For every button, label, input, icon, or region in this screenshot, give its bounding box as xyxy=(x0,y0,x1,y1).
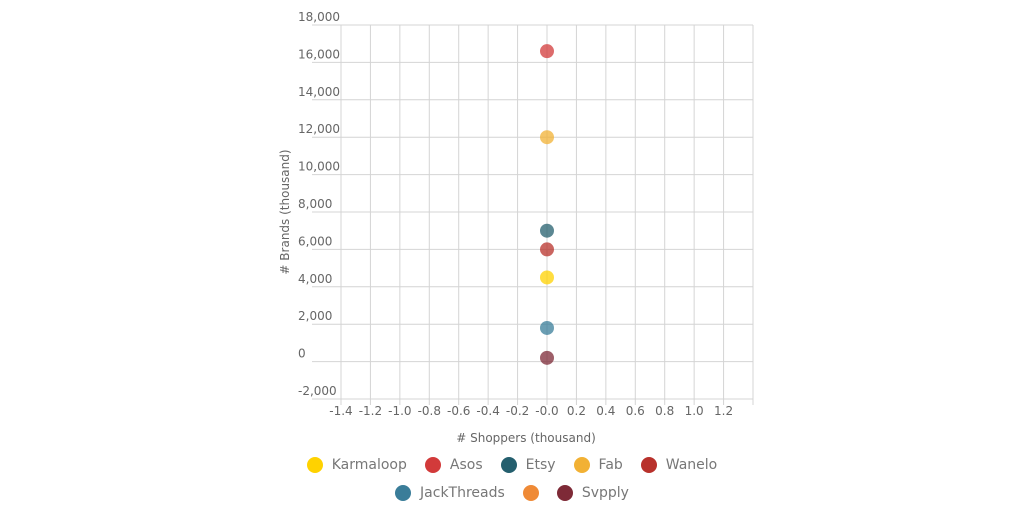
point xyxy=(540,44,554,59)
x-tick-label: 1.0 xyxy=(685,404,704,418)
legend-item[interactable]: Wanelo xyxy=(640,455,718,475)
legend-swatch xyxy=(500,457,517,473)
y-tick-label: 2,000 xyxy=(298,309,332,323)
legend-swatch xyxy=(640,457,657,473)
x-tick-label: -0.0 xyxy=(535,404,558,418)
point xyxy=(540,270,554,285)
legend-label: JackThreads xyxy=(420,485,505,501)
legend-item[interactable]: Asos xyxy=(424,455,483,475)
x-tick-label: 0.6 xyxy=(626,404,645,418)
legend-label: Etsy xyxy=(525,457,556,473)
y-tick-label: 18,000 xyxy=(298,10,340,24)
x-axis-title: # Shoppers (thousand) xyxy=(456,431,596,445)
y-tick-label: 8,000 xyxy=(298,197,332,211)
legend-label: Wanelo xyxy=(665,457,718,473)
legend-swatch xyxy=(395,485,412,501)
legend-swatch xyxy=(556,485,573,501)
legend-item[interactable]: Fab xyxy=(573,455,623,475)
x-tick-label: -1.2 xyxy=(359,404,382,418)
legend-label: Asos xyxy=(449,457,483,473)
x-tick-label: -0.4 xyxy=(476,404,499,418)
point xyxy=(540,242,554,257)
y-tick-label: 0 xyxy=(298,347,306,361)
x-tick-label: -0.6 xyxy=(447,404,470,418)
legend: Karmaloop Asos Etsy Fab Wanelo JackThreads Svp… xyxy=(262,455,762,503)
y-tick-label: 10,000 xyxy=(298,160,340,174)
legend-label: Fab xyxy=(598,457,623,473)
legend-item[interactable]: Etsy xyxy=(500,455,556,475)
legend-swatch xyxy=(306,457,323,473)
point xyxy=(540,130,554,145)
chart: # Brands (thousand) # Shoppers (thousand… xyxy=(278,10,754,445)
legend-label: Karmaloop xyxy=(331,457,407,473)
legend-item[interactable]: Karmaloop xyxy=(306,455,407,475)
legend-swatch xyxy=(522,485,539,501)
legend-label: Svpply xyxy=(581,485,629,501)
y-tick-label: -2,000 xyxy=(298,384,337,398)
x-tick-label: -0.2 xyxy=(506,404,529,418)
x-tick-label: -0.8 xyxy=(418,404,441,418)
y-tick-label: 14,000 xyxy=(298,85,340,99)
legend-swatch xyxy=(573,457,590,473)
y-tick-label: 6,000 xyxy=(298,234,332,248)
y-tick-label: 4,000 xyxy=(298,272,332,286)
y-tick-label: 16,000 xyxy=(298,47,340,61)
point xyxy=(540,223,554,238)
legend-item[interactable]: Svpply xyxy=(556,483,629,503)
x-tick-label: -1.0 xyxy=(388,404,411,418)
y-axis-title: # Brands (thousand) xyxy=(278,149,292,274)
x-tick-label: 0.8 xyxy=(655,404,674,418)
legend-swatch xyxy=(424,457,441,473)
point xyxy=(540,350,554,365)
legend-item[interactable] xyxy=(522,483,539,503)
x-tick-label: 0.2 xyxy=(567,404,586,418)
x-tick-label: 1.2 xyxy=(714,404,733,418)
x-tick-label: 0.4 xyxy=(596,404,615,418)
y-tick-label: 12,000 xyxy=(298,122,340,136)
legend-item[interactable]: JackThreads xyxy=(395,483,505,503)
x-tick-label: -1.4 xyxy=(329,404,352,418)
point xyxy=(540,320,554,335)
